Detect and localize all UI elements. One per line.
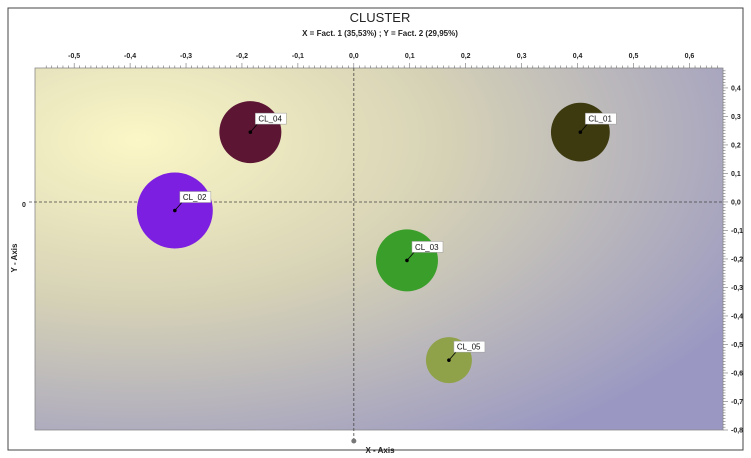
y-tick-label: -0,5 xyxy=(731,342,743,349)
x-zero-marker xyxy=(351,438,357,444)
label-leader-line xyxy=(448,351,457,361)
x-axis-label: X - Axis xyxy=(365,446,395,455)
tick-ruler xyxy=(45,63,728,431)
cluster-point: CL_02 xyxy=(136,172,213,249)
x-tick-label: 0,4 xyxy=(573,53,583,60)
x-tick-label: 0,3 xyxy=(517,53,527,60)
point-label-box xyxy=(585,112,617,125)
x-tick-label: 0,0 xyxy=(349,53,359,60)
point-label-box xyxy=(453,340,486,353)
axes-layer: -0,5 -0,4 -0,3 -0,2 -0,1 0,0 0,1 0,2 0,3 0,4 0,5 0,… xyxy=(29,53,743,444)
y-tick-label: -0,4 xyxy=(731,313,743,320)
label-leader-line xyxy=(250,123,258,133)
plot-border xyxy=(34,67,724,431)
y-tick-label: -0,8 xyxy=(731,428,743,435)
x-tick-label: -0,3 xyxy=(180,53,192,60)
point-label: CL_05 xyxy=(457,343,481,352)
y-tick-label: 0,0 xyxy=(731,199,741,206)
label-leader-line xyxy=(580,123,588,133)
y-tick-label: 0,2 xyxy=(731,142,741,149)
point-label-box xyxy=(255,112,287,125)
y-tick-label: 0,3 xyxy=(731,114,741,121)
point-label: CL_01 xyxy=(588,115,612,124)
x-tick-label: -0,4 xyxy=(124,53,136,60)
y-tick-label: -0,1 xyxy=(731,228,743,235)
x-tick-label: -0,1 xyxy=(292,53,304,60)
point-label-box xyxy=(179,191,212,203)
chart-title: CLUSTER xyxy=(350,10,411,25)
chart-subtitle: X = Fact. 1 (35,53%) ; Y = Fact. 2 (29,9… xyxy=(302,29,458,38)
point-label: CL_02 xyxy=(183,193,207,202)
points-layer: CL_01 CL_02 CL_03 CL_04 CL_05 xyxy=(136,101,617,384)
label-leader-line xyxy=(174,202,183,211)
cluster-point: CL_05 xyxy=(425,337,486,384)
y-tick-label: 0,1 xyxy=(731,171,741,178)
x-tick-label: 0,6 xyxy=(685,53,695,60)
cluster-point: CL_01 xyxy=(550,102,617,162)
x-tick-label: 0,2 xyxy=(461,53,471,60)
point-label-box xyxy=(411,241,444,253)
label-leader-line xyxy=(406,252,415,261)
cluster-point: CL_03 xyxy=(375,229,444,292)
cluster-point: CL_04 xyxy=(219,101,287,164)
point-label: CL_04 xyxy=(258,115,282,124)
y-tick-label: 0,4 xyxy=(731,85,741,92)
y-tick-label: -0,7 xyxy=(731,399,743,406)
y-tick-label: -0,6 xyxy=(731,370,743,377)
y-tick-label: -0,3 xyxy=(731,285,743,292)
y-axis-label: Y - Axis xyxy=(10,243,19,272)
x-tick-label: 0,1 xyxy=(405,53,415,60)
x-tick-label: 0,5 xyxy=(629,53,639,60)
y-left-zero-label: 0 xyxy=(22,202,26,209)
y-tick-label: -0,2 xyxy=(731,256,743,263)
x-tick-label: -0,5 xyxy=(68,53,80,60)
x-tick-label: -0,2 xyxy=(236,53,248,60)
point-label: CL_03 xyxy=(415,243,439,252)
